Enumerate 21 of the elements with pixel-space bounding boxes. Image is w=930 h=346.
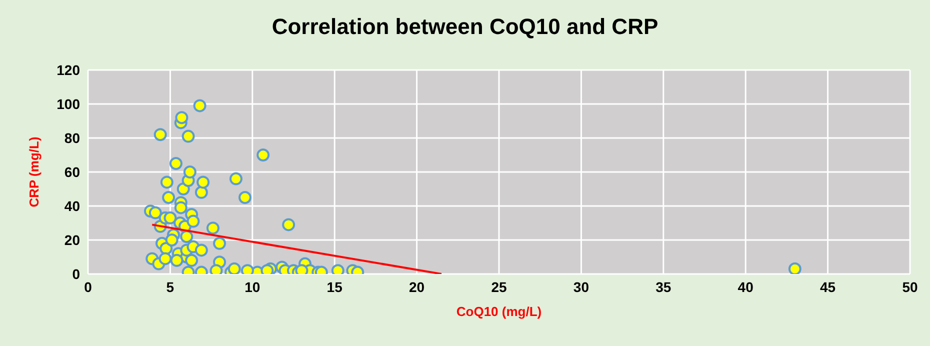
y-tick-label: 100: [56, 96, 80, 112]
x-axis-title: CoQ10 (mg/L): [456, 304, 542, 319]
y-axis-title: CRP (mg/L): [26, 136, 42, 208]
x-tick-label: 5: [166, 278, 174, 295]
y-tick-label: 20: [64, 232, 80, 248]
x-tick-label: 35: [656, 278, 672, 295]
x-tick-label: 50: [902, 278, 918, 295]
x-tick-label: 30: [573, 278, 590, 295]
y-tick-label: 60: [64, 164, 80, 180]
y-tick-label: 120: [56, 62, 80, 78]
x-tick-label: 10: [244, 278, 260, 295]
y-tick-label: 0: [72, 266, 80, 282]
x-tick-label: 40: [738, 278, 754, 295]
chart-title: Correlation between CoQ10 and CRP: [270, 14, 660, 40]
y-tick-label: 80: [64, 130, 80, 146]
y-tick-label: 40: [64, 198, 80, 214]
x-tick-label: 20: [409, 278, 425, 295]
x-tick-label: 25: [491, 278, 507, 295]
x-tick-label: 15: [326, 278, 343, 295]
x-tick-label: 0: [84, 278, 92, 295]
x-tick-label: 45: [820, 278, 836, 295]
